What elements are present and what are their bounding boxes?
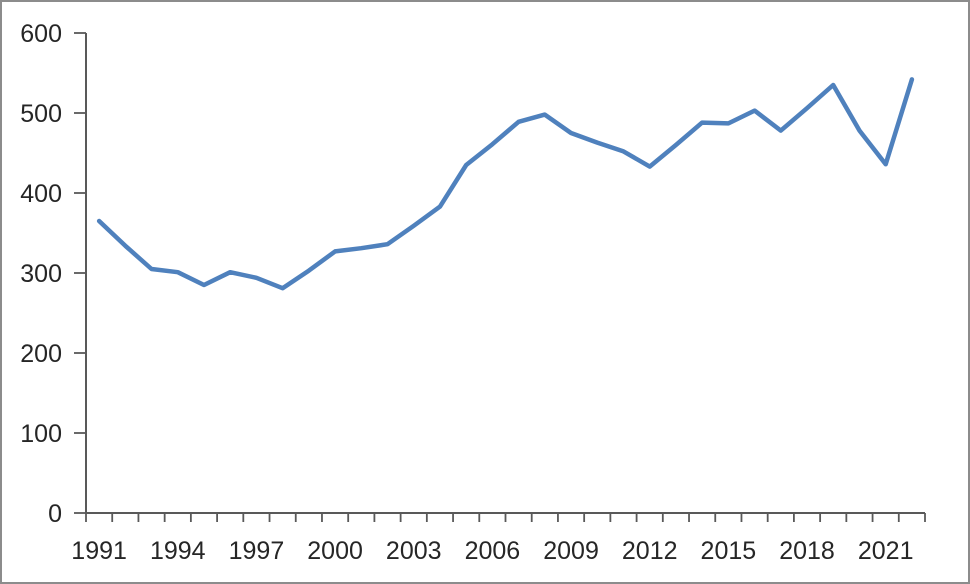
y-axis-tick-label: 300 <box>20 260 62 288</box>
x-axis-tick-label: 1997 <box>229 537 285 565</box>
x-axis-tick-label: 1991 <box>71 537 127 565</box>
y-axis-tick-label: 100 <box>20 420 62 448</box>
x-axis-tick-label: 2015 <box>701 537 757 565</box>
y-axis-tick-label: 500 <box>20 100 62 128</box>
x-axis-tick-label: 2003 <box>386 537 442 565</box>
y-axis-tick-label: 0 <box>48 500 62 528</box>
x-axis-tick-label: 2009 <box>543 537 599 565</box>
y-axis-tick-label: 600 <box>20 20 62 48</box>
x-axis-tick-label: 2012 <box>622 537 678 565</box>
y-axis-tick-label: 400 <box>20 180 62 208</box>
y-axis-tick-label: 200 <box>20 340 62 368</box>
x-axis-tick-label: 2006 <box>465 537 521 565</box>
data-series-line <box>96 77 915 291</box>
x-axis-tick-label: 2021 <box>858 537 914 565</box>
x-axis-tick-label: 1994 <box>150 537 206 565</box>
x-axis-tick-label: 2000 <box>307 537 363 565</box>
x-axis-tick-label: 2018 <box>779 537 835 565</box>
